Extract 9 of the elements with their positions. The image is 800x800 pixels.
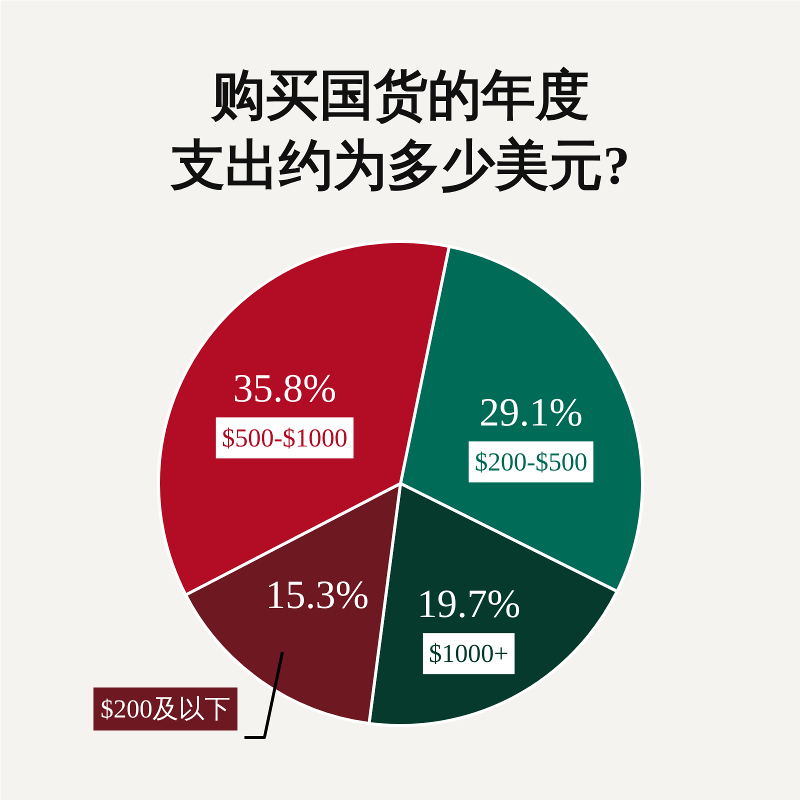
- data-label: 35.8%: [233, 365, 336, 410]
- data-label: 19.7%: [417, 581, 520, 626]
- chart-title: 购买国货的年度支出约为多少美元?: [170, 66, 630, 196]
- slice-label: $200及以下: [100, 694, 230, 724]
- slice-label: $200-$500: [474, 447, 588, 476]
- slice-label: $500-$1000: [222, 423, 348, 452]
- slice-label: $1000+: [428, 639, 509, 668]
- data-label: 15.3%: [266, 572, 369, 617]
- data-label: 29.1%: [479, 389, 583, 434]
